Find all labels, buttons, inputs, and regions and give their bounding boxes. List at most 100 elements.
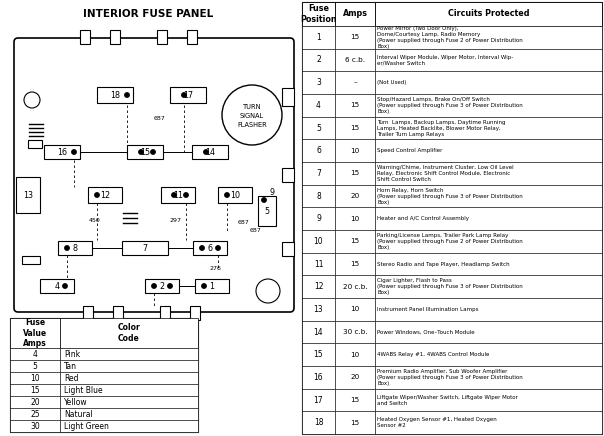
Bar xyxy=(375,388,602,411)
Bar xyxy=(60,348,198,360)
Text: –: – xyxy=(353,80,357,85)
Text: 297: 297 xyxy=(169,218,181,222)
Text: 450: 450 xyxy=(89,218,101,222)
Bar xyxy=(335,253,375,275)
Text: 10: 10 xyxy=(350,216,359,221)
Text: 15: 15 xyxy=(140,147,150,157)
Circle shape xyxy=(184,193,188,197)
Text: 14: 14 xyxy=(313,327,323,337)
Circle shape xyxy=(63,284,67,288)
Text: Cigar Lighter, Flash to Pass
(Power supplied through Fuse 3 of Power Distributio: Cigar Lighter, Flash to Pass (Power supp… xyxy=(377,278,522,295)
Text: 17: 17 xyxy=(183,91,193,99)
Text: 10: 10 xyxy=(30,374,40,382)
Circle shape xyxy=(168,284,172,288)
Text: 8: 8 xyxy=(316,191,321,201)
Bar xyxy=(375,208,602,230)
Text: 17: 17 xyxy=(313,395,323,405)
Text: 13: 13 xyxy=(23,191,33,200)
Circle shape xyxy=(222,85,282,145)
Bar xyxy=(375,253,602,275)
Text: Fuse
Position: Fuse Position xyxy=(300,4,337,24)
Text: 10: 10 xyxy=(350,352,359,358)
Bar xyxy=(193,241,227,255)
Bar xyxy=(375,275,602,298)
Bar xyxy=(335,117,375,140)
Bar xyxy=(190,306,200,320)
Text: 6: 6 xyxy=(316,146,321,155)
Bar xyxy=(60,372,198,384)
Text: 20: 20 xyxy=(30,398,40,406)
Text: 14: 14 xyxy=(205,147,215,157)
Bar xyxy=(335,298,375,320)
Text: 16: 16 xyxy=(313,373,323,382)
Text: Warning/Chime, Instrument Cluster, Low Oil Level
Relay, Electronic Shift Control: Warning/Chime, Instrument Cluster, Low O… xyxy=(377,165,513,182)
Bar xyxy=(60,318,198,348)
Text: 4: 4 xyxy=(54,282,60,290)
Bar xyxy=(60,384,198,396)
Bar xyxy=(282,168,294,182)
Text: Power Mirror (Two Door Only),
Dome/Courtesy Lamp, Radio Memory
(Power supplied t: Power Mirror (Two Door Only), Dome/Court… xyxy=(377,26,522,49)
Bar xyxy=(335,230,375,253)
Bar xyxy=(122,241,168,255)
Text: 15: 15 xyxy=(350,261,359,267)
Bar xyxy=(375,140,602,162)
Text: Power Windows, One–Touch Module: Power Windows, One–Touch Module xyxy=(377,330,475,334)
Bar xyxy=(302,72,335,94)
Bar xyxy=(302,343,335,366)
Bar xyxy=(335,185,375,208)
Text: Speed Control Amplifier: Speed Control Amplifier xyxy=(377,148,442,153)
Text: 15: 15 xyxy=(350,125,359,131)
Text: 10: 10 xyxy=(230,191,240,200)
Bar xyxy=(375,72,602,94)
Text: 12: 12 xyxy=(100,191,110,200)
Text: 15: 15 xyxy=(350,170,359,176)
Circle shape xyxy=(262,198,266,202)
Bar xyxy=(375,320,602,343)
Bar xyxy=(335,140,375,162)
Text: Parking/License Lamps, Trailer Park Lamp Relay
(Power supplied through Fuse 2 of: Parking/License Lamps, Trailer Park Lamp… xyxy=(377,233,522,250)
Bar xyxy=(375,411,602,434)
Bar xyxy=(302,26,335,49)
Bar xyxy=(335,320,375,343)
Bar xyxy=(302,2,602,434)
Bar xyxy=(10,396,60,408)
FancyBboxPatch shape xyxy=(14,38,294,312)
Bar xyxy=(127,145,163,159)
Bar xyxy=(335,366,375,388)
Text: 5: 5 xyxy=(316,123,321,133)
Text: 4: 4 xyxy=(33,350,37,358)
Text: TURN: TURN xyxy=(243,104,262,110)
Bar xyxy=(10,348,60,360)
Text: 25: 25 xyxy=(30,409,40,419)
Circle shape xyxy=(72,150,76,154)
Text: Natural: Natural xyxy=(64,409,93,419)
Bar xyxy=(335,343,375,366)
Bar xyxy=(195,279,229,293)
Bar xyxy=(302,208,335,230)
Bar xyxy=(335,388,375,411)
Bar xyxy=(375,185,602,208)
Bar xyxy=(375,94,602,117)
Bar xyxy=(58,241,92,255)
Bar xyxy=(375,26,602,49)
Text: 18: 18 xyxy=(313,418,323,427)
Bar xyxy=(60,408,198,420)
Text: 687: 687 xyxy=(250,228,262,232)
Bar xyxy=(22,256,40,264)
Text: 687: 687 xyxy=(237,219,249,225)
Text: 1: 1 xyxy=(210,282,214,290)
Bar xyxy=(28,140,42,148)
Bar xyxy=(302,298,335,320)
Bar xyxy=(157,30,167,44)
Bar xyxy=(375,230,602,253)
Circle shape xyxy=(65,246,69,250)
Bar xyxy=(10,408,60,420)
Text: Premium Radio Amplifier, Sub Woofer Amplifier
(Power supplied through Fuse 3 of : Premium Radio Amplifier, Sub Woofer Ampl… xyxy=(377,369,522,386)
Bar xyxy=(10,318,60,348)
Text: 20: 20 xyxy=(350,193,359,199)
Circle shape xyxy=(216,246,220,250)
Text: 15: 15 xyxy=(350,102,359,108)
Bar xyxy=(10,360,60,372)
Bar xyxy=(113,306,123,320)
Text: 15: 15 xyxy=(350,397,359,403)
